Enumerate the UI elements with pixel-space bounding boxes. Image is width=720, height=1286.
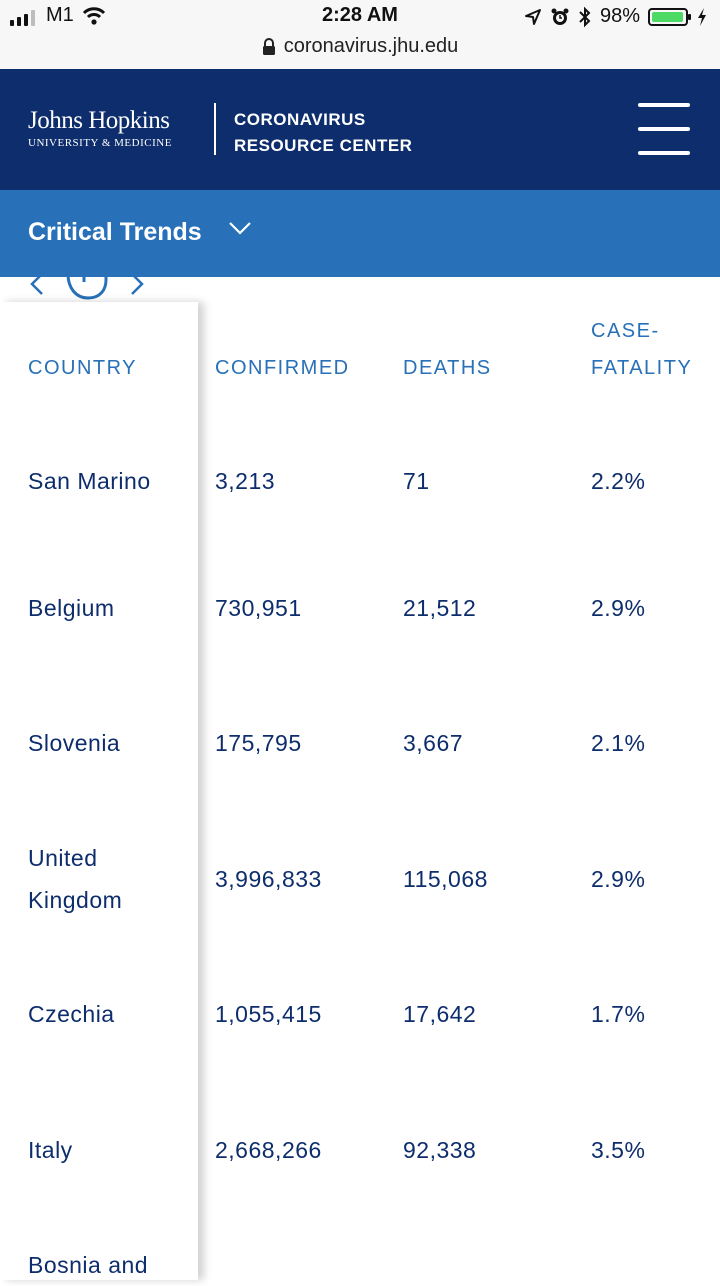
cell-case-fatality: 2.9% — [591, 595, 646, 621]
column-header-confirmed[interactable]: CONFIRMED — [215, 357, 350, 379]
wifi-icon — [82, 7, 106, 25]
cell-deaths: 71 — [403, 468, 430, 494]
cell-country: Slovenia — [28, 730, 121, 756]
column-header-deaths[interactable]: DEATHS — [403, 357, 492, 379]
site-title-line1: CORONAVIRUS — [234, 110, 366, 129]
signal-strength-icon — [10, 10, 35, 26]
cell-case-fatality: 2.9% — [591, 866, 646, 892]
cell-confirmed: 730,951 — [215, 595, 302, 621]
cell-confirmed: 2,668,266 — [215, 1137, 322, 1163]
site-title[interactable]: CORONAVIRUS RESOURCE CENTER — [234, 107, 412, 159]
chevron-down-icon — [229, 222, 251, 235]
cell-country: Belgium — [28, 595, 115, 621]
battery-icon — [648, 7, 691, 26]
lock-icon — [262, 37, 275, 55]
alarm-icon — [551, 8, 569, 25]
location-arrow-icon — [524, 8, 541, 25]
carrier-label: M1 — [46, 4, 74, 26]
cell-country: Bosnia and — [28, 1252, 149, 1278]
cell-case-fatality: 2.1% — [591, 730, 646, 756]
charging-bolt-icon — [698, 7, 706, 26]
hamburger-menu-icon[interactable] — [638, 103, 690, 155]
cell-deaths: 115,068 — [403, 866, 488, 892]
clock: 2:28 AM — [322, 4, 398, 26]
swipe-hint-icon — [30, 270, 144, 300]
johns-hopkins-logo[interactable]: Johns Hopkins UNIVERSITY & MEDICINE — [28, 107, 172, 149]
cell-confirmed: 3,213 — [215, 468, 276, 494]
cell-country: Czechia — [28, 1001, 115, 1027]
status-bar: M1 2:28 AM 98% coronavirus.jhu.edu — [0, 0, 720, 69]
cell-deaths: 21,512 — [403, 595, 477, 621]
section-title: Critical Trends — [28, 218, 202, 246]
url-text: coronavirus.jhu.edu — [283, 35, 459, 57]
cell-confirmed: 3,996,833 — [215, 866, 322, 892]
bluetooth-icon — [579, 6, 591, 27]
column-header-case-fatality[interactable]: CASE-FATALITY — [591, 320, 693, 379]
cell-country: United Kingdom — [28, 845, 123, 913]
logo-name: Johns Hopkins — [28, 107, 170, 134]
logo-divider — [214, 103, 216, 155]
cell-case-fatality: 2.2% — [591, 468, 646, 494]
address-bar[interactable]: coronavirus.jhu.edu — [0, 35, 720, 58]
cell-deaths: 3,667 — [403, 730, 464, 756]
battery-percent: 98% — [599, 5, 640, 27]
cell-country: Italy — [28, 1137, 73, 1163]
cell-deaths: 92,338 — [403, 1137, 477, 1163]
cell-case-fatality: 3.5% — [591, 1137, 646, 1163]
country-column-panel — [0, 302, 198, 1280]
cell-confirmed: 175,795 — [215, 730, 302, 756]
section-dropdown[interactable]: Critical Trends — [0, 190, 720, 277]
site-title-line2: RESOURCE CENTER — [234, 136, 413, 155]
cell-confirmed: 1,055,415 — [215, 1001, 322, 1027]
cell-deaths: 17,642 — [403, 1001, 477, 1027]
logo-subtitle: UNIVERSITY & MEDICINE — [28, 137, 172, 149]
cell-case-fatality: 1.7% — [591, 1001, 646, 1027]
site-header: Johns Hopkins UNIVERSITY & MEDICINE CORO… — [0, 69, 720, 190]
column-header-country[interactable]: COUNTRY — [28, 357, 138, 379]
cell-country: San Marino — [28, 468, 151, 494]
